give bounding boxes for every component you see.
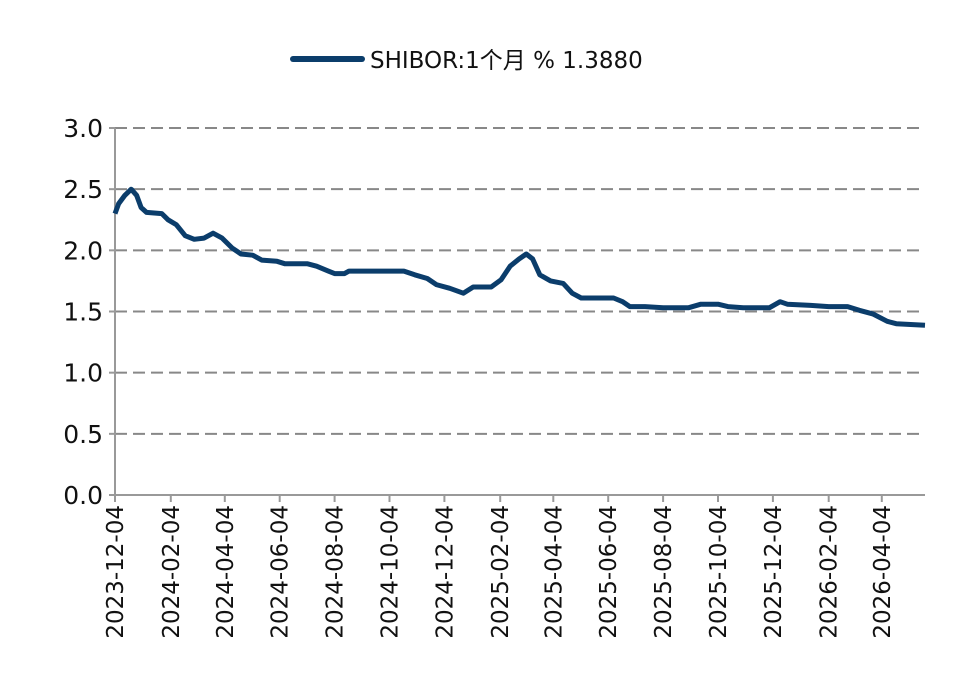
y-tick-label: 3.0 <box>63 114 103 143</box>
x-tick-label: 2025-12-04 <box>761 505 787 639</box>
x-tick-label: 2025-04-04 <box>541 505 567 639</box>
y-tick-label: 0.0 <box>63 481 103 510</box>
y-tick-label: 1.0 <box>63 359 103 388</box>
x-tick-label: 2024-04-04 <box>213 505 239 639</box>
y-tick-label: 0.5 <box>63 420 103 449</box>
x-tick-label: 2024-06-04 <box>268 505 294 639</box>
y-tick-label: 2.0 <box>63 236 103 265</box>
x-tick-label: 2024-08-04 <box>323 505 349 639</box>
x-tick-label: 2024-10-04 <box>378 505 404 639</box>
x-tick-label: 2024-02-04 <box>159 505 185 639</box>
x-tick-label: 2026-04-04 <box>870 505 896 639</box>
y-tick-label: 1.5 <box>63 298 103 327</box>
x-tick-label: 2025-10-04 <box>706 505 732 639</box>
x-tick-label: 2026-02-04 <box>817 505 843 639</box>
x-tick-label: 2025-08-04 <box>651 505 677 639</box>
y-tick-label: 2.5 <box>63 175 103 204</box>
x-tick-label: 2024-12-04 <box>432 505 458 639</box>
legend-label: SHIBOR:1个月 % 1.3880 <box>370 48 643 74</box>
series-line <box>112 186 926 328</box>
x-tick-label: 2025-06-04 <box>596 505 622 639</box>
x-tick-label: 2023-12-04 <box>103 505 129 639</box>
x-tick-label: 2025-02-04 <box>488 505 514 639</box>
